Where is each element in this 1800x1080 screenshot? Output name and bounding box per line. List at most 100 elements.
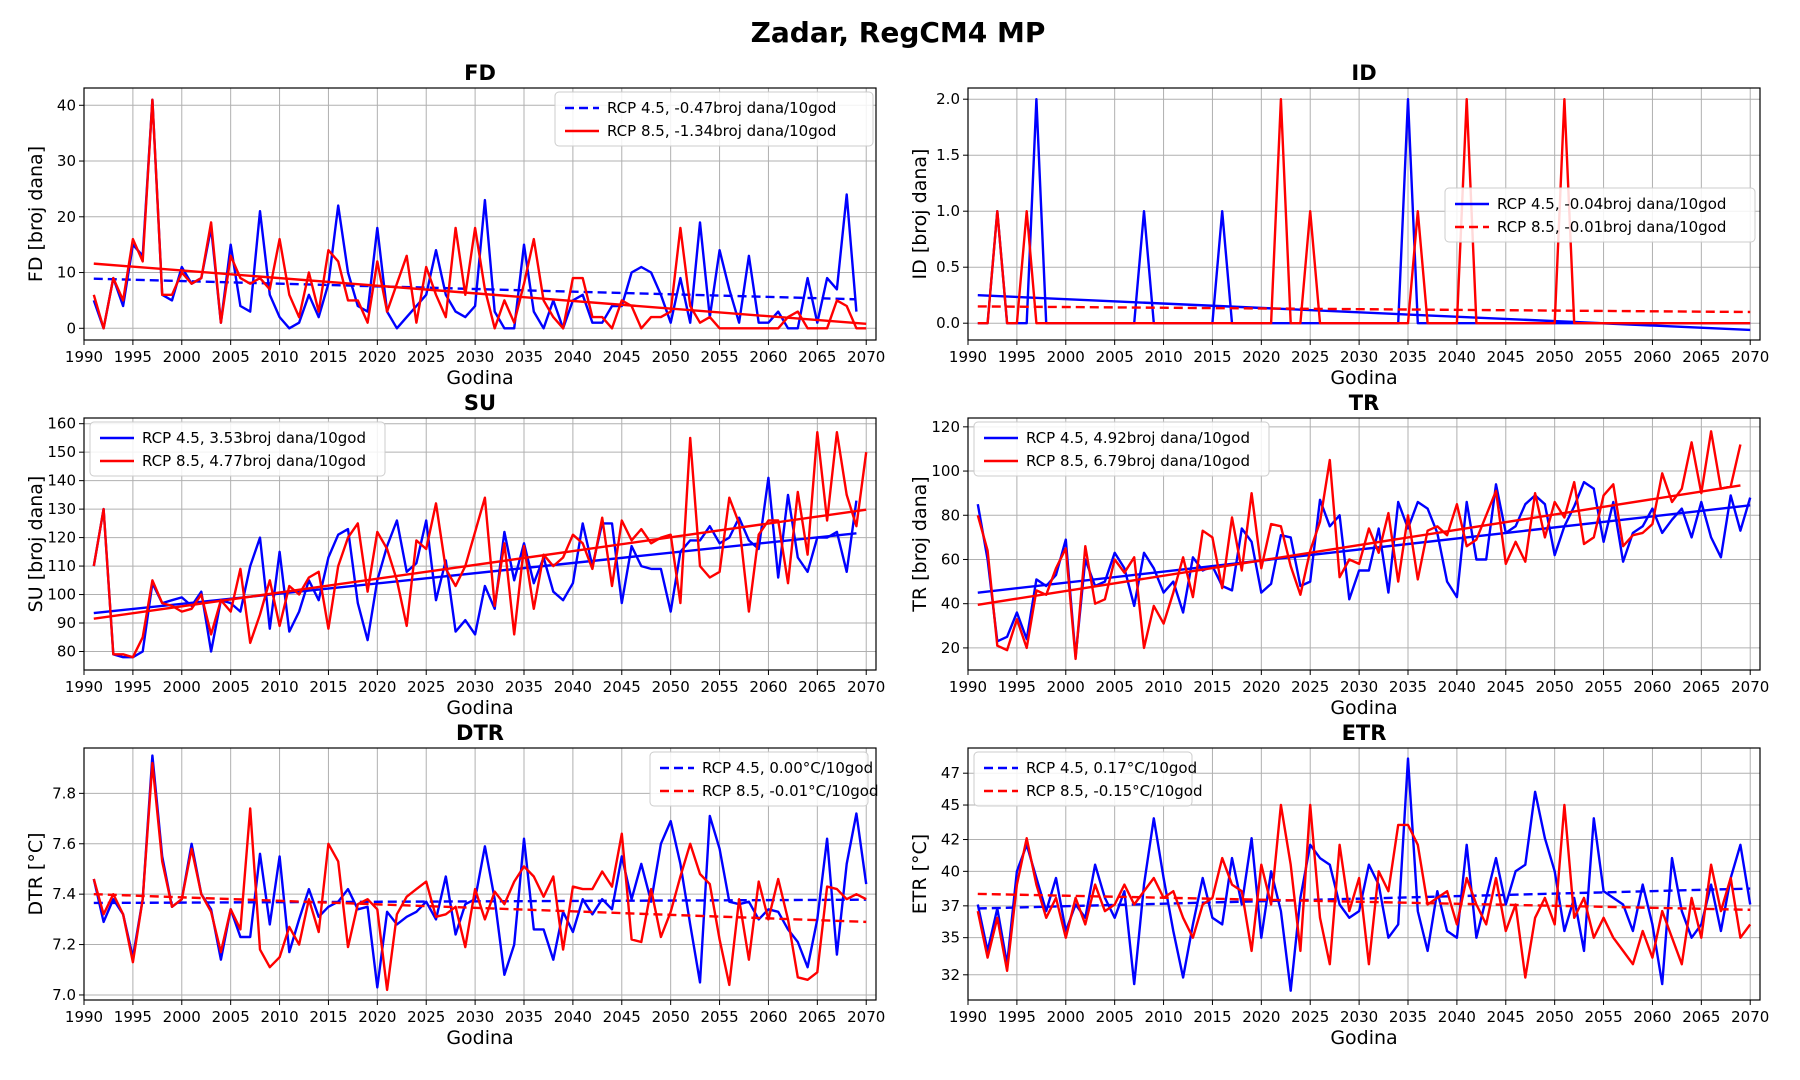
x-tick-label: 2055	[700, 678, 738, 696]
legend-label-rcp45: RCP 4.5, 4.92broj dana/10god	[1026, 429, 1250, 447]
x-tick-label: 1995	[114, 1008, 152, 1026]
x-tick-label: 2065	[798, 348, 836, 366]
x-tick-label: 2010	[260, 348, 298, 366]
plot-area	[976, 757, 1752, 992]
x-axis-label: Godina	[446, 1027, 513, 1049]
x-tick-label: 2025	[1291, 348, 1329, 366]
legend-label-rcp45: RCP 4.5, 3.53broj dana/10god	[142, 429, 366, 447]
legend: RCP 4.5, -0.47broj dana/10god RCP 8.5, -1…	[554, 91, 874, 147]
x-tick-label: 2015	[309, 1008, 347, 1026]
x-axis-label: Godina	[1330, 1027, 1397, 1049]
x-tick-label: 2070	[847, 1008, 885, 1026]
y-tick-label: 2.0	[936, 90, 960, 108]
x-axis-label: Godina	[446, 367, 513, 389]
x-tick-label: 2015	[1193, 1008, 1231, 1026]
x-tick-label: 2010	[1144, 1008, 1182, 1026]
y-tick-label: 100	[931, 462, 960, 480]
y-axis-label: SU [broj dana]	[25, 476, 47, 613]
plot-area	[977, 97, 1751, 332]
x-tick-label: 2035	[505, 1008, 543, 1026]
x-axis-label: Godina	[446, 697, 513, 719]
legend-label-rcp45: RCP 4.5, -0.04broj dana/10god	[1497, 195, 1726, 213]
x-tick-label: 1990	[949, 678, 987, 696]
y-axis-label: ETR [°C]	[909, 834, 931, 914]
panel-title: DTR	[456, 721, 504, 745]
axes-frame	[83, 87, 877, 341]
trend-line-rcp85	[977, 484, 1741, 606]
legend: RCP 4.5, 4.92broj dana/10god RCP 8.5, 6.7…	[973, 421, 1270, 477]
y-tick-label: 40	[57, 96, 76, 114]
panel-title: TR	[1349, 391, 1380, 415]
x-tick-label: 2015	[1193, 348, 1231, 366]
plot-area	[92, 754, 868, 992]
x-tick-label: 2005	[212, 1008, 250, 1026]
x-tick-label: 2055	[1584, 1008, 1622, 1026]
x-tick-label: 2025	[407, 1008, 445, 1026]
x-tick-label: 2005	[1096, 1008, 1134, 1026]
x-tick-label: 2030	[456, 348, 494, 366]
legend-box	[973, 421, 1270, 477]
y-tick-label: 110	[47, 557, 76, 575]
x-tick-label: 2060	[1633, 678, 1671, 696]
y-tick-label: 120	[931, 418, 960, 436]
legend-label-rcp85: RCP 8.5, -1.34broj dana/10god	[607, 122, 836, 140]
x-tick-label: 2035	[1389, 1008, 1427, 1026]
plot-area	[92, 98, 867, 330]
x-tick-label: 2000	[163, 348, 201, 366]
y-tick-label: 60	[941, 550, 960, 568]
x-tick-label: 2060	[1633, 348, 1671, 366]
x-tick-label: 2060	[749, 678, 787, 696]
axes-frame	[967, 417, 1761, 671]
x-tick-label: 2040	[1438, 678, 1476, 696]
x-tick-label: 2070	[1731, 1008, 1769, 1026]
y-tick-label: 100	[47, 586, 76, 604]
plot-area	[976, 430, 1752, 661]
series-line-rcp85	[977, 97, 1751, 325]
legend-label-rcp85: RCP 8.5, -0.01°C/10god	[702, 782, 879, 800]
trend-line-rcp85	[93, 262, 867, 326]
y-tick-label: 37	[941, 897, 960, 915]
x-tick-label: 2030	[1340, 1008, 1378, 1026]
x-tick-label: 2035	[1389, 348, 1427, 366]
panel-etr: 1990 1995 2000 2005 2010 2015 2020 2025 2030 2035…	[909, 721, 1769, 1049]
x-tick-label: 2070	[1731, 678, 1769, 696]
panel-title: ID	[1351, 61, 1376, 85]
x-tick-label: 2005	[212, 678, 250, 696]
y-tick-label: 80	[941, 506, 960, 524]
y-tick-label: 35	[941, 929, 960, 947]
legend-box	[1444, 187, 1756, 243]
y-tick-label: 42	[941, 831, 960, 849]
panel-tr: 1990 1995 2000 2005 2010 2015 2020 2025 2030 2035…	[909, 391, 1769, 719]
legend: RCP 4.5, -0.04broj dana/10god RCP 8.5, -0…	[1444, 187, 1756, 243]
x-tick-label: 2000	[163, 1008, 201, 1026]
series-line-rcp85	[92, 98, 867, 330]
x-tick-label: 2025	[1291, 678, 1329, 696]
y-tick-label: 40	[941, 595, 960, 613]
panel-id: 1990 1995 2000 2005 2010 2015 2020 2025 2030 2035…	[909, 61, 1769, 389]
x-tick-label: 2065	[798, 1008, 836, 1026]
y-tick-label: 20	[57, 208, 76, 226]
trend-line-rcp45	[977, 887, 1751, 910]
x-tick-label: 2035	[505, 678, 543, 696]
plot-area	[92, 431, 868, 659]
x-tick-label: 2000	[1047, 348, 1085, 366]
legend: RCP 4.5, 0.00°C/10god RCP 8.5, -0.01°C/10…	[649, 751, 879, 807]
panel-su: 1990 1995 2000 2005 2010 2015 2020 2025 2030 2035…	[25, 391, 885, 719]
x-tick-label: 1990	[65, 348, 103, 366]
x-tick-label: 2015	[309, 348, 347, 366]
x-tick-label: 2070	[847, 348, 885, 366]
x-tick-label: 2010	[1144, 348, 1182, 366]
x-tick-label: 2045	[603, 348, 641, 366]
x-tick-label: 2040	[1438, 1008, 1476, 1026]
y-tick-label: 45	[941, 796, 960, 814]
x-tick-label: 2050	[652, 348, 690, 366]
series-line-rcp45	[976, 757, 1752, 992]
x-tick-label: 2005	[1096, 678, 1134, 696]
x-tick-label: 2020	[1242, 678, 1280, 696]
x-tick-label: 2050	[652, 1008, 690, 1026]
y-tick-label: 7.6	[52, 835, 76, 853]
x-tick-label: 1995	[998, 348, 1036, 366]
panel-fd: 1990 1995 2000 2005 2010 2015 2020 2025 2030 2035…	[25, 61, 885, 389]
x-tick-label: 2010	[1144, 678, 1182, 696]
